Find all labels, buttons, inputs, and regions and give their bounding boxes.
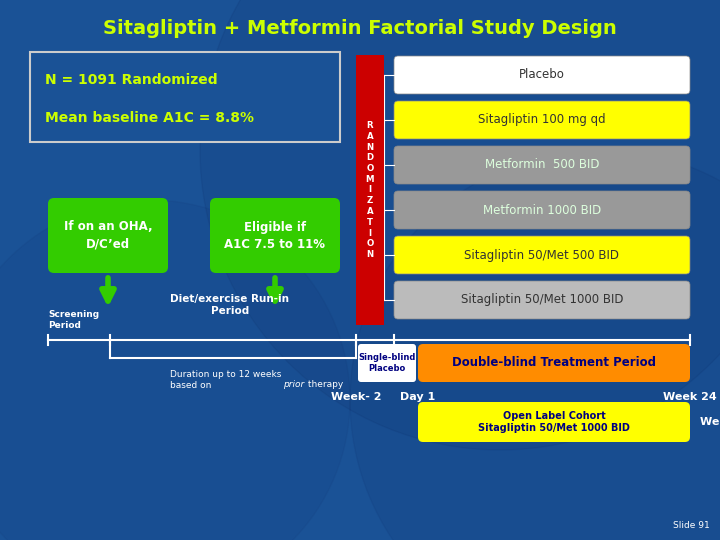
Text: therapy: therapy	[305, 380, 343, 389]
Text: Mean baseline A1C = 8.8%: Mean baseline A1C = 8.8%	[45, 111, 254, 125]
Text: Eligible if
A1C 7.5 to 11%: Eligible if A1C 7.5 to 11%	[225, 220, 325, 251]
Text: Double-blind Treatment Period: Double-blind Treatment Period	[452, 356, 656, 369]
FancyBboxPatch shape	[418, 344, 690, 382]
Text: Placebo: Placebo	[519, 69, 565, 82]
Text: Sitagliptin 50/Met 1000 BID: Sitagliptin 50/Met 1000 BID	[461, 294, 624, 307]
FancyBboxPatch shape	[394, 146, 690, 184]
FancyBboxPatch shape	[394, 56, 690, 94]
Bar	[30, 52, 340, 142]
Circle shape	[200, 0, 720, 450]
Text: prior: prior	[283, 380, 305, 389]
FancyBboxPatch shape	[358, 344, 416, 382]
Circle shape	[350, 150, 720, 540]
Text: Day 1: Day 1	[400, 392, 436, 402]
Text: Screening
Period: Screening Period	[48, 310, 99, 330]
Text: Sitagliptin + Metformin Factorial Study Design: Sitagliptin + Metformin Factorial Study …	[103, 18, 617, 37]
Text: Single-blind
Placebo: Single-blind Placebo	[359, 353, 415, 373]
Text: Metformin  500 BID: Metformin 500 BID	[485, 159, 599, 172]
Bar	[356, 55, 384, 325]
Text: R
A
N
D
O
M
I
Z
A
T
I
O
N: R A N D O M I Z A T I O N	[366, 121, 374, 259]
Text: Week 24: Week 24	[700, 417, 720, 427]
Text: Sitagliptin 100 mg qd: Sitagliptin 100 mg qd	[478, 113, 606, 126]
FancyBboxPatch shape	[418, 402, 690, 442]
FancyBboxPatch shape	[48, 198, 168, 273]
FancyBboxPatch shape	[394, 281, 690, 319]
Text: Diet/exercise Run-in
Period: Diet/exercise Run-in Period	[171, 294, 289, 316]
Text: Sitagliptin 50/Met 500 BID: Sitagliptin 50/Met 500 BID	[464, 248, 619, 261]
Text: Open Label Cohort
Sitagliptin 50/Met 1000 BID: Open Label Cohort Sitagliptin 50/Met 100…	[478, 411, 630, 433]
Text: If on an OHA,
D/C’ed: If on an OHA, D/C’ed	[63, 220, 153, 251]
Text: N = 1091 Randomized: N = 1091 Randomized	[45, 73, 217, 87]
Text: Duration up to 12 weeks
based on: Duration up to 12 weeks based on	[170, 370, 282, 390]
Text: Week- 2: Week- 2	[330, 392, 382, 402]
FancyBboxPatch shape	[394, 101, 690, 139]
Text: Week 24: Week 24	[663, 392, 717, 402]
FancyBboxPatch shape	[394, 191, 690, 229]
FancyBboxPatch shape	[394, 236, 690, 274]
FancyBboxPatch shape	[210, 198, 340, 273]
Text: Metformin 1000 BID: Metformin 1000 BID	[483, 204, 601, 217]
Text: Slide 91: Slide 91	[673, 521, 710, 530]
